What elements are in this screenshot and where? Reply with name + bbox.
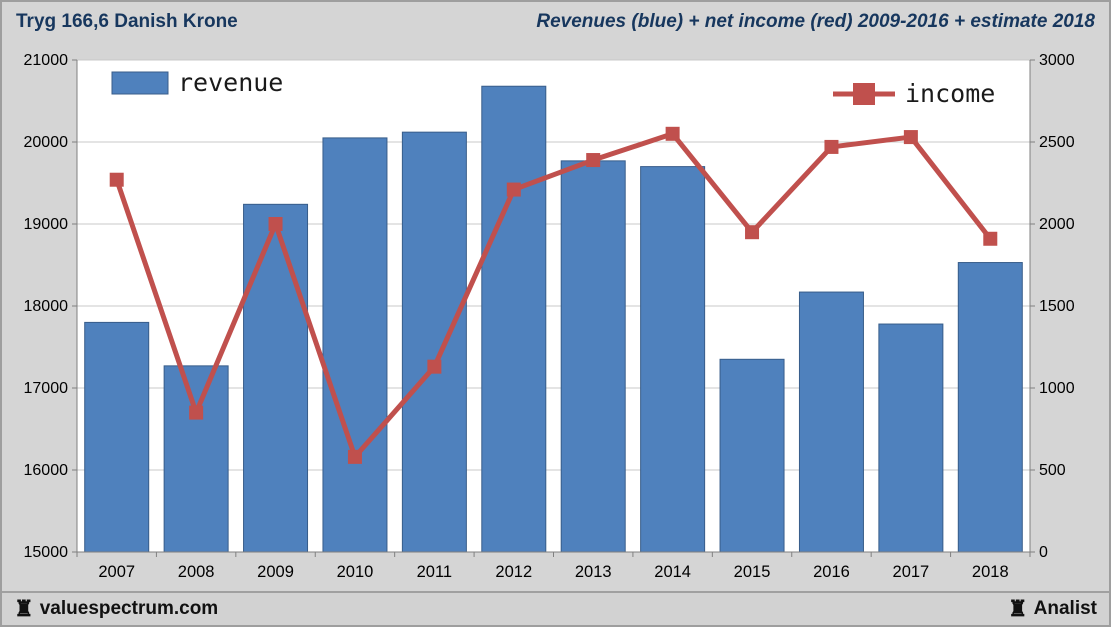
x-label: 2008 xyxy=(178,563,215,581)
revenue-legend-label: revenue xyxy=(178,68,283,97)
x-label: 2013 xyxy=(575,563,612,581)
svg-text:20000: 20000 xyxy=(24,134,69,151)
chart-area: 15000 16000 17000 18000 19000 20000 21000 0 500 1… xyxy=(2,42,1109,591)
svg-text:3000: 3000 xyxy=(1039,52,1075,69)
revenue-bar xyxy=(163,365,229,553)
x-axis-labels: 2007 2008 2009 2010 2011 2012 2013 2014 2015 2016… xyxy=(98,563,1008,581)
site-name: valuespectrum.com xyxy=(39,598,219,619)
x-label: 2014 xyxy=(654,563,691,581)
revenue-bar xyxy=(401,131,467,553)
income-markers xyxy=(109,126,998,464)
revenue-bar xyxy=(957,262,1023,553)
revenue-bar xyxy=(560,160,626,553)
svg-text:19000: 19000 xyxy=(24,216,69,233)
rook-icon: ♜ xyxy=(14,596,34,621)
ticker-title: Tryg 166,6 Danish Krone xyxy=(16,11,238,32)
x-label: 2018 xyxy=(972,563,1009,581)
revenue-bars xyxy=(84,85,1023,553)
x-label: 2015 xyxy=(734,563,771,581)
income-marker xyxy=(665,126,680,141)
axes xyxy=(72,59,1035,557)
right-axis-labels: 0 500 1000 1500 2000 2500 3000 xyxy=(1039,52,1075,561)
income-legend-marker xyxy=(853,83,875,105)
revenue-bar xyxy=(640,166,706,553)
rook-icon: ♜ xyxy=(1007,596,1028,621)
x-label: 2011 xyxy=(417,563,452,581)
footer-bar: ♜ valuespectrum.com ♜ Analist xyxy=(2,591,1109,625)
revenue-bar xyxy=(798,291,864,553)
revenue-legend-swatch xyxy=(111,71,169,95)
svg-text:1000: 1000 xyxy=(1039,380,1075,397)
svg-text:2500: 2500 xyxy=(1039,134,1075,151)
income-marker xyxy=(506,182,521,197)
revenue-bar xyxy=(84,321,150,553)
revenue-bar xyxy=(481,85,547,553)
income-marker xyxy=(824,139,839,154)
income-marker xyxy=(268,217,283,231)
income-marker xyxy=(427,359,442,374)
income-marker xyxy=(586,153,601,168)
legend: revenue income xyxy=(111,68,995,108)
svg-text:2000: 2000 xyxy=(1039,216,1075,233)
income-marker xyxy=(109,172,124,187)
analist-brand: ♜ Analist xyxy=(1008,598,1097,620)
site-brand: ♜ valuespectrum.com xyxy=(14,598,218,620)
x-label: 2007 xyxy=(98,563,135,581)
chart-canvas: 15000 16000 17000 18000 19000 20000 21000 0 500 1… xyxy=(24,52,1075,581)
svg-text:1500: 1500 xyxy=(1039,298,1075,315)
svg-text:21000: 21000 xyxy=(24,52,69,69)
x-label: 2010 xyxy=(337,563,374,581)
analist-label: Analist xyxy=(1033,598,1097,619)
svg-text:16000: 16000 xyxy=(24,462,69,479)
svg-text:0: 0 xyxy=(1039,544,1048,561)
income-legend-label: income xyxy=(905,79,995,108)
income-marker xyxy=(189,405,204,420)
revenue-bar xyxy=(719,358,785,553)
x-label: 2009 xyxy=(257,563,294,581)
x-label: 2016 xyxy=(813,563,850,581)
revenue-bar xyxy=(322,137,388,553)
revenue-bar xyxy=(878,323,944,553)
chart-subtitle: Revenues (blue) + net income (red) 2009-… xyxy=(536,11,1095,32)
svg-text:18000: 18000 xyxy=(24,298,69,315)
x-label: 2012 xyxy=(495,563,532,581)
revenue-bar xyxy=(243,203,309,553)
income-marker xyxy=(903,130,918,145)
income-marker xyxy=(745,225,760,240)
svg-text:17000: 17000 xyxy=(24,380,69,397)
income-marker xyxy=(347,449,362,464)
svg-text:15000: 15000 xyxy=(24,544,69,561)
chart-header: Tryg 166,6 Danish Krone Revenues (blue) … xyxy=(2,2,1109,42)
left-axis-labels: 15000 16000 17000 18000 19000 20000 21000 xyxy=(24,52,69,561)
svg-text:500: 500 xyxy=(1039,462,1066,479)
income-marker xyxy=(983,231,998,246)
x-label: 2017 xyxy=(893,563,930,581)
income-line xyxy=(114,131,993,460)
